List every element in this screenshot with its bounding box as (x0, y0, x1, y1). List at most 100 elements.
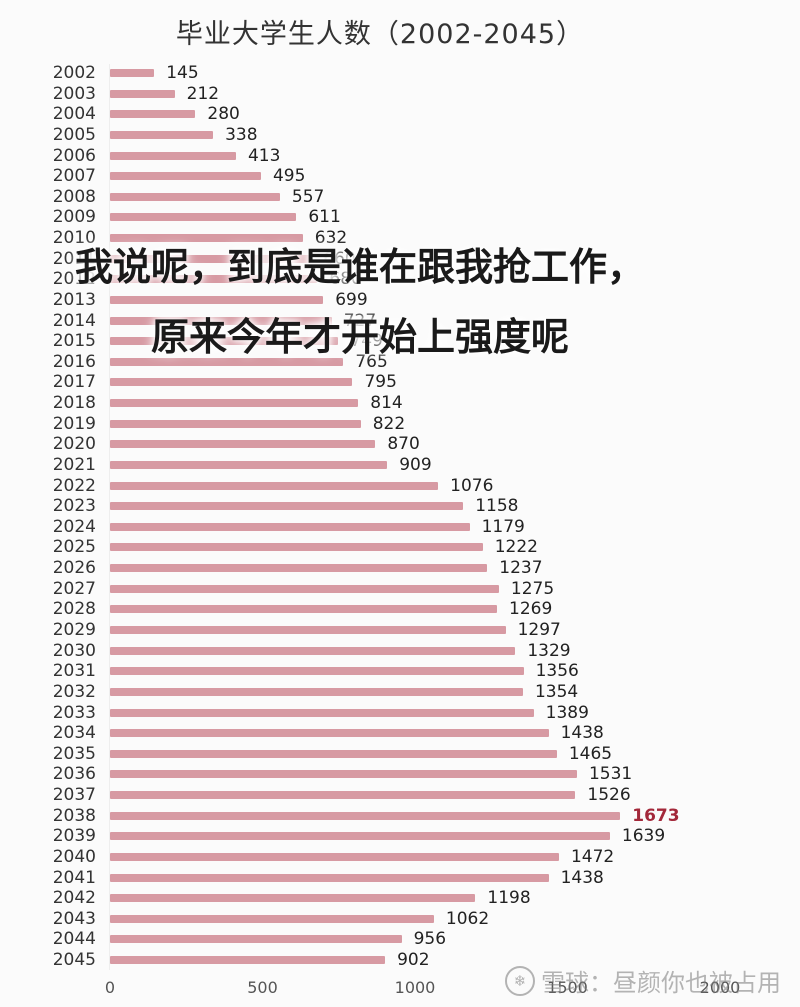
value-label: 1472 (570, 846, 615, 867)
bar (110, 543, 483, 552)
year-label: 2034 (52, 723, 96, 744)
caption-line-2: 原来今年才开始上强度呢 (150, 315, 569, 359)
value-label: 1526 (587, 785, 631, 806)
bar (110, 914, 434, 923)
bar (110, 832, 610, 841)
bar (110, 213, 297, 222)
value-label: 814 (370, 393, 403, 414)
bar-row: 2003 212 (0, 84, 800, 104)
x-tick-label: 1000 (394, 978, 436, 997)
year-label: 2004 (52, 104, 96, 125)
value-label: 1269 (509, 599, 553, 620)
bar-row: 2035 1465 (0, 744, 800, 764)
bar-row: 2016 765 (0, 352, 800, 372)
bar-row: 2025 1222 (0, 537, 800, 557)
x-tick-label: 2000 (699, 978, 741, 997)
value-label: 680 (329, 269, 362, 290)
year-label: 2029 (52, 620, 96, 640)
x-tick-label: 0 (104, 978, 116, 997)
bar-row: 2019 822 (0, 414, 800, 434)
value-label: 1198 (487, 888, 531, 909)
bar-row: 2018 814 (0, 393, 800, 413)
year-label: 2007 (52, 166, 96, 187)
bar (110, 481, 439, 490)
bar-row: 2006 413 (0, 146, 800, 166)
watermark-text: 雪球：昼颜你也被占用 (541, 969, 781, 997)
value-label: 1062 (445, 908, 490, 929)
year-label: 2014 (52, 310, 96, 331)
bar-row: 2010 632 (0, 228, 800, 248)
year-label: 2010 (52, 228, 96, 249)
year-label: 2027 (52, 578, 96, 599)
year-label: 2033 (52, 702, 96, 723)
bar (110, 522, 470, 531)
bar (110, 89, 175, 98)
value-label: 495 (272, 166, 306, 187)
bar (110, 337, 339, 346)
year-label: 2035 (52, 743, 96, 764)
value-label: 413 (247, 145, 281, 166)
bar (110, 69, 155, 77)
bar (110, 254, 312, 263)
bar-row: 2033 1389 (0, 703, 800, 723)
value-label: 557 (291, 186, 325, 207)
bar (110, 584, 499, 593)
bar-row: 2038 1673 (0, 806, 800, 826)
value-label: 795 (364, 372, 397, 393)
bar (110, 852, 559, 861)
year-label: 2031 (52, 661, 96, 682)
bar-row: 2045 902 (0, 950, 800, 970)
value-label: 909 (399, 454, 432, 475)
bar-row: 2011 660 (0, 249, 800, 269)
year-label: 2026 (52, 558, 96, 579)
bar (110, 399, 359, 408)
bar-row: 2015 749 (0, 331, 800, 351)
year-label: 2039 (52, 826, 96, 847)
y-axis-line (109, 64, 110, 970)
value-label: 1158 (475, 496, 519, 517)
value-label: 660 (323, 248, 356, 269)
bar-row: 2009 611 (0, 207, 800, 227)
chart-title: 毕业大学生人数（2002-2045） (175, 19, 585, 50)
bar-row: 2002 145 (0, 63, 800, 83)
year-label: 2043 (52, 908, 96, 929)
value-label: 1275 (510, 578, 555, 599)
bar-row: 2022 1076 (0, 476, 800, 496)
bar-row: 2042 1198 (0, 888, 800, 908)
bar (110, 749, 557, 758)
bar (110, 687, 523, 696)
year-label: 2032 (52, 681, 96, 702)
bar (110, 791, 576, 800)
bar (110, 172, 261, 181)
year-label: 2030 (52, 640, 96, 661)
bar-row: 2026 1237 (0, 558, 800, 578)
year-label: 2023 (52, 496, 96, 517)
bar-row: 2037 1526 (0, 785, 800, 805)
bar-row: 2032 1354 (0, 682, 800, 702)
value-label: 1297 (517, 620, 561, 640)
year-label: 2036 (52, 764, 96, 785)
year-label: 2022 (52, 475, 96, 496)
bar (110, 935, 402, 944)
bar (110, 605, 498, 614)
year-label: 2017 (52, 372, 96, 393)
value-label: 822 (372, 413, 406, 434)
value-label: 611 (308, 207, 341, 228)
bar (110, 873, 549, 882)
bar (110, 419, 361, 428)
bar (110, 460, 388, 469)
bar-row: 2005 338 (0, 125, 800, 145)
bar (110, 626, 506, 634)
value-label: 1673 (632, 805, 680, 826)
bar-row: 2043 1062 (0, 909, 800, 929)
bar-row: 2021 909 (0, 455, 800, 475)
bar-row: 2044 956 (0, 929, 800, 949)
bar-row: 2030 1329 (0, 641, 800, 661)
value-label: 765 (355, 351, 388, 372)
year-label: 2006 (52, 145, 96, 166)
bar (110, 151, 236, 160)
bar (110, 110, 196, 119)
bar (110, 646, 516, 655)
bar (110, 708, 534, 717)
